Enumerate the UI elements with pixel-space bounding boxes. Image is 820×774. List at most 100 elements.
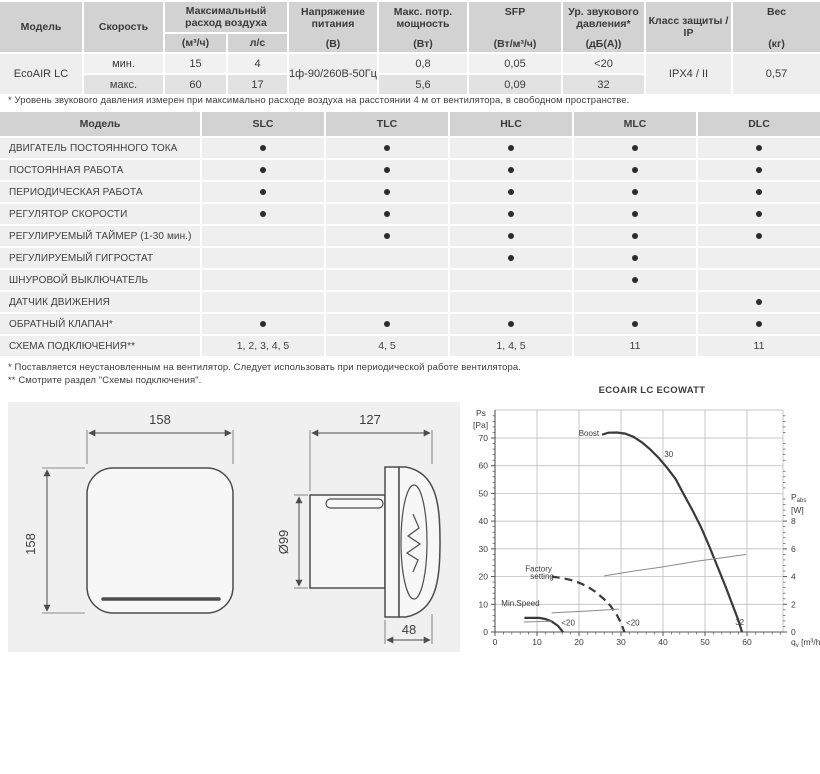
- spec-header-weight: Вес (кг): [733, 2, 820, 52]
- feature-cell: [450, 160, 572, 180]
- feature-cell: [574, 138, 696, 158]
- feature-dot: [756, 167, 762, 173]
- feature-label: ШНУРОВОЙ ВЫКЛЮЧАТЕЛЬ: [0, 270, 200, 290]
- feature-dot: [260, 167, 266, 173]
- feature-cell: [574, 160, 696, 180]
- feature-cell: [326, 292, 448, 312]
- feature-cell: [450, 204, 572, 224]
- spec-header-speed: Скорость: [84, 2, 163, 52]
- min-m3h: 15: [165, 54, 226, 73]
- feature-cell: 4, 5: [326, 336, 448, 356]
- features-header-hlc: HLC: [450, 112, 572, 136]
- feature-dot: [260, 211, 266, 217]
- voltage-unit: (В): [325, 37, 341, 50]
- feature-dot: [632, 255, 638, 261]
- min-sfp: 0,05: [469, 54, 561, 73]
- noise-unit: (дБ(А)): [585, 37, 622, 50]
- feature-cell: [698, 314, 820, 334]
- feature-label: ДВИГАТЕЛЬ ПОСТОЯННОГО ТОКА: [0, 138, 200, 158]
- x-tick-label: 10: [532, 637, 542, 647]
- feature-dot: [508, 211, 514, 217]
- feature-cell: 11: [574, 336, 696, 356]
- feature-dot: [632, 211, 638, 217]
- spec-header-protection: Класс защиты / IP: [646, 2, 731, 52]
- feature-dot: [508, 189, 514, 195]
- y-tick-label: 40: [479, 516, 489, 526]
- svg-text:Ps: Ps: [476, 408, 486, 418]
- features-header-tlc: TLC: [326, 112, 448, 136]
- spec-header-unit-ls: л/с: [228, 34, 287, 52]
- max-w: 5,6: [379, 75, 467, 94]
- chart-annotation: Min.Speed: [501, 599, 539, 608]
- y2-tick-label: 6: [791, 544, 796, 554]
- feature-label: ПЕРИОДИЧЕСКАЯ РАБОТА: [0, 182, 200, 202]
- y2-axis-label: Pabs[W]: [791, 492, 806, 515]
- dimensions-panel: 158 158 127: [8, 402, 460, 652]
- features-header-model: Модель: [0, 112, 200, 136]
- features-header-dlc: DLC: [698, 112, 820, 136]
- front-height-dim: 158: [23, 533, 38, 555]
- feature-dot: [756, 211, 762, 217]
- y2-tick-label: 8: [791, 516, 796, 526]
- feature-cell: 1, 4, 5: [450, 336, 572, 356]
- feature-dot: [384, 189, 390, 195]
- feature-label: ДАТЧИК ДВИЖЕНИЯ: [0, 292, 200, 312]
- side-width-dim: 127: [359, 412, 381, 427]
- min-db: <20: [563, 54, 644, 73]
- model-value: EcoAIR LC: [0, 54, 82, 94]
- feature-dot: [632, 233, 638, 239]
- series-boost-power-w-right-axis-: [604, 553, 747, 577]
- feature-cell: [326, 204, 448, 224]
- feature-dot: [384, 167, 390, 173]
- x-tick-label: 0: [493, 637, 498, 647]
- spec-header-sfp: SFP (Вт/м³/ч): [469, 2, 561, 52]
- spec-table: Модель Скорость Максимальный расход возд…: [0, 2, 820, 94]
- feature-cell: [326, 182, 448, 202]
- dimension-drawings: 158 158 127: [23, 412, 441, 644]
- feature-dot: [632, 321, 638, 327]
- feature-label: СХЕМА ПОДКЛЮЧЕНИЯ**: [0, 336, 200, 356]
- y-axis-label: Ps [Pa]: [473, 408, 488, 430]
- feature-cell: [450, 292, 572, 312]
- chart-annotation: <20: [626, 618, 640, 627]
- feature-cell: [326, 248, 448, 268]
- sfp-title: SFP: [504, 6, 526, 18]
- side-depth-dim: 48: [402, 622, 416, 637]
- impeller-ring: [400, 484, 428, 600]
- front-width-dim: 158: [149, 412, 171, 427]
- feature-cell: [202, 248, 324, 268]
- feature-cell: [202, 182, 324, 202]
- feature-cell: [698, 248, 820, 268]
- feature-dot: [756, 299, 762, 305]
- feature-dot: [384, 321, 390, 327]
- y-tick-label: 10: [479, 599, 489, 609]
- spec-header-model: Модель: [0, 2, 82, 52]
- chart-annotation: setting: [530, 572, 554, 581]
- feature-cell: [326, 226, 448, 246]
- feature-label: РЕГУЛИРУЕМЫЙ ТАЙМЕР (1-30 мин.): [0, 226, 200, 246]
- feature-cell: [698, 226, 820, 246]
- y-tick-label: 70: [479, 433, 489, 443]
- fan-mount-plate: [384, 466, 400, 618]
- feature-label: РЕГУЛИРУЕМЫЙ ГИГРОСТАТ: [0, 248, 200, 268]
- max-m3h: 60: [165, 75, 226, 94]
- y-tick-label: 0: [483, 627, 488, 637]
- x-tick-label: 60: [742, 637, 752, 647]
- weight-value: 0,57: [733, 54, 820, 94]
- features-header-mlc: MLC: [574, 112, 696, 136]
- feature-cell: [326, 138, 448, 158]
- sfp-unit: (Вт/м³/ч): [493, 37, 537, 50]
- feature-cell: [698, 160, 820, 180]
- feature-dot: [632, 189, 638, 195]
- feature-dot: [508, 321, 514, 327]
- feature-dot: [632, 167, 638, 173]
- duct-inner-tube: [325, 498, 384, 509]
- feature-cell: [326, 160, 448, 180]
- x-axis-label: qv [m³/h]: [791, 637, 820, 649]
- feature-dot: [384, 145, 390, 151]
- feature-dot: [260, 145, 266, 151]
- feature-cell: [202, 226, 324, 246]
- feature-dot: [508, 255, 514, 261]
